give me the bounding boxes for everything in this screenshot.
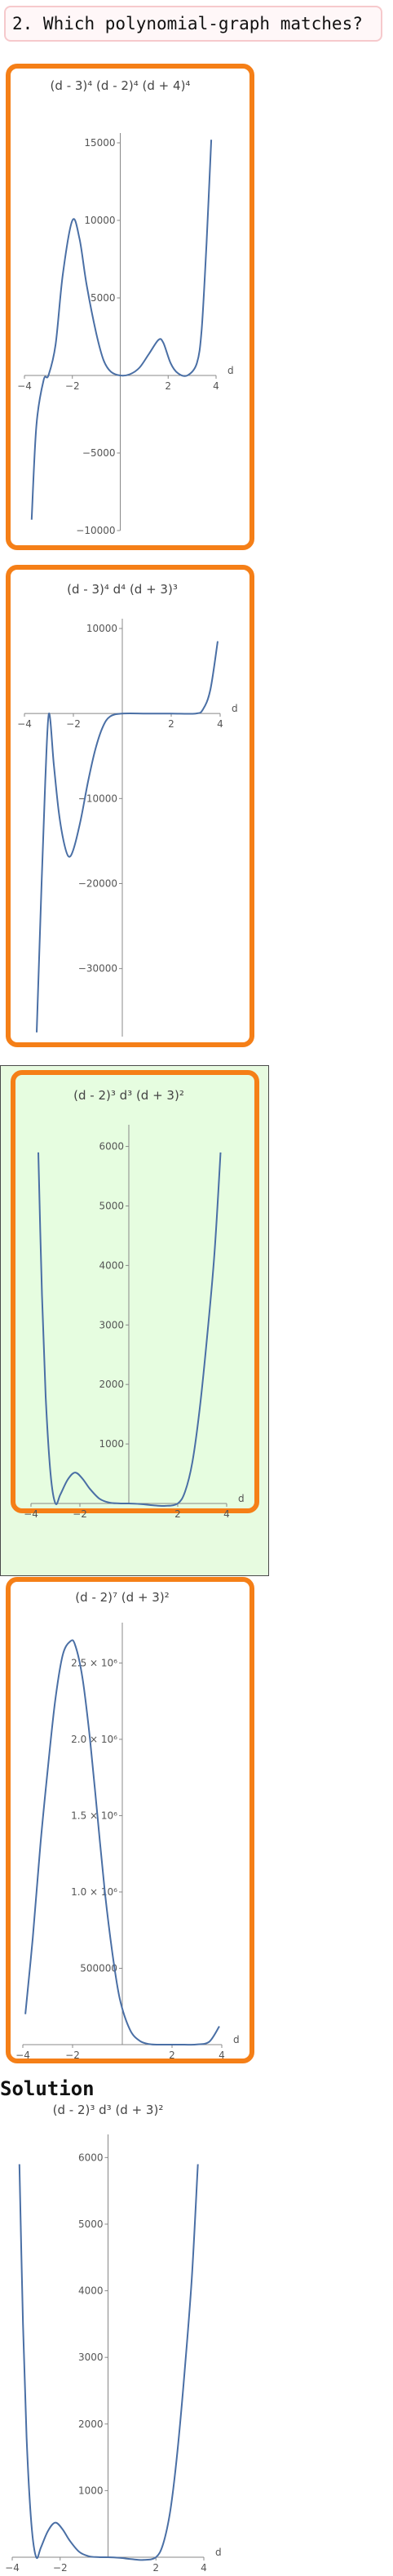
- x-tick-label: −2: [65, 380, 80, 392]
- solution-heading: Solution: [0, 2077, 95, 2100]
- answer-option-1[interactable]: [6, 64, 254, 550]
- y-tick-label: 6000: [78, 2152, 104, 2163]
- y-tick-label: 3000: [99, 1319, 124, 1330]
- y-tick-label: 500000: [80, 1962, 117, 1974]
- x-tick-label: 4: [201, 2562, 207, 2574]
- x-tick-label: 2: [169, 2050, 175, 2061]
- x-tick-label: 2: [152, 2562, 159, 2574]
- y-tick-label: 2.0 × 10⁶: [71, 1734, 117, 1745]
- chart-title: (d - 2)³ d³ (d + 3)²: [53, 2103, 164, 2117]
- y-tick-label: 15000: [84, 137, 115, 149]
- answer-option-3[interactable]: [11, 1070, 259, 1513]
- y-tick-label: 1.5 × 10⁶: [71, 1810, 117, 1821]
- x-tick-label: −2: [53, 2562, 68, 2574]
- series-line: [18, 2164, 199, 2561]
- y-tick-label: 3000: [78, 2352, 104, 2363]
- y-tick-label: 10000: [86, 623, 117, 634]
- y-tick-label: 5000: [91, 292, 116, 304]
- x-tick-label: 2: [165, 380, 171, 392]
- x-tick-label: −4: [24, 1508, 38, 1520]
- x-tick-label: −4: [5, 2562, 20, 2574]
- x-tick-label: 4: [213, 380, 219, 392]
- series-line: [38, 1152, 222, 1508]
- answer-option-4[interactable]: [6, 1577, 254, 2063]
- x-tick-label: −4: [17, 380, 32, 392]
- y-tick-label: 4000: [78, 2285, 104, 2297]
- chart-title: (d - 3)⁴ (d - 2)⁴ (d + 4)⁴: [51, 78, 191, 93]
- y-tick-label: 1000: [78, 2485, 104, 2496]
- x-tick-label: 4: [219, 2050, 225, 2061]
- y-tick-label: 6000: [99, 1141, 124, 1153]
- chart-title: (d - 2)⁷ (d + 3)²: [75, 1590, 169, 1605]
- y-tick-label: 2.5 × 10⁶: [71, 1657, 117, 1668]
- x-tick-label: 4: [223, 1508, 230, 1520]
- x-axis-label: d: [232, 703, 238, 714]
- y-tick-label: −10000: [76, 525, 115, 536]
- series-line: [36, 641, 219, 1033]
- series-line: [30, 140, 213, 520]
- answer-option-2[interactable]: [6, 565, 254, 1047]
- x-axis-label: d: [215, 2547, 222, 2558]
- x-tick-label: 2: [168, 718, 174, 730]
- x-tick-label: −4: [15, 2050, 30, 2061]
- series-line: [24, 1639, 220, 2046]
- y-tick-label: −30000: [78, 963, 117, 975]
- y-tick-label: 4000: [99, 1259, 124, 1271]
- y-tick-label: 5000: [99, 1200, 124, 1211]
- question-prompt: 2. Which polynomial-graph matches?: [4, 6, 382, 42]
- y-tick-label: 1000: [99, 1438, 124, 1450]
- x-axis-label: d: [227, 365, 234, 376]
- x-tick-label: −2: [73, 1508, 87, 1520]
- y-tick-label: 2000: [78, 2418, 104, 2430]
- y-tick-label: 5000: [78, 2218, 104, 2230]
- x-tick-label: −2: [66, 718, 81, 730]
- y-tick-label: −5000: [82, 447, 116, 459]
- x-tick-label: −4: [17, 718, 32, 730]
- x-tick-label: −2: [65, 2050, 80, 2061]
- y-tick-label: 10000: [84, 215, 115, 226]
- x-tick-label: 4: [217, 718, 223, 730]
- y-tick-label: −10000: [78, 793, 117, 804]
- chart-title: (d - 3)⁴ d⁴ (d + 3)³: [67, 582, 178, 597]
- x-axis-label: d: [238, 1493, 245, 1504]
- y-tick-label: 2000: [99, 1379, 124, 1390]
- x-axis-label: d: [233, 2034, 240, 2045]
- x-tick-label: 2: [174, 1508, 181, 1520]
- y-tick-label: −20000: [78, 878, 117, 890]
- chart-title: (d - 2)³ d³ (d + 3)²: [73, 1088, 184, 1103]
